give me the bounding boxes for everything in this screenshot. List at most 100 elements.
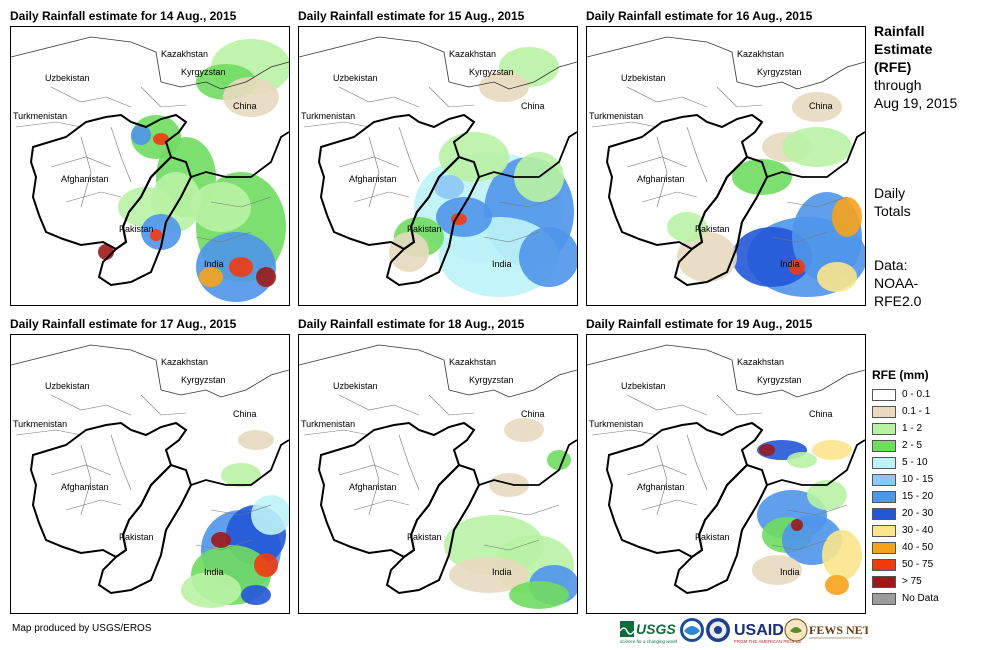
rainfall-cell — [787, 452, 817, 468]
province-boundary — [50, 86, 132, 108]
country-label: Afghanistan — [349, 174, 397, 184]
province-boundary — [50, 156, 112, 168]
country-label: India — [492, 567, 512, 577]
legend-swatch — [872, 541, 896, 554]
rainfall-field — [181, 430, 289, 608]
rainfall-cell — [439, 132, 509, 182]
rainfall-cell — [251, 495, 289, 535]
province-boundary — [368, 136, 380, 208]
province-boundary — [140, 86, 187, 108]
legend-item: 2 - 5 — [872, 437, 980, 454]
pakistan-border — [385, 155, 481, 287]
panel-title: Daily Rainfall estimate for 14 Aug., 201… — [10, 9, 237, 23]
rainfall-cell — [789, 259, 805, 275]
country-border — [11, 344, 162, 391]
pakistan-border — [673, 155, 769, 287]
country-label: Pakistan — [407, 224, 442, 234]
country-label: India — [204, 567, 224, 577]
country-label: Kyrgyzstan — [469, 375, 514, 385]
province-boundary — [626, 156, 688, 168]
map-frame: Kazakhstan Uzbekistan Kyrgyzstan Turkmenist… — [10, 26, 290, 306]
province-boundary — [195, 231, 252, 243]
province-boundary — [771, 231, 828, 243]
country-border — [736, 61, 865, 90]
usaid-wordmark: USAID — [734, 622, 784, 639]
rainfall-field — [444, 418, 577, 609]
map-panel-aug17: Daily Rainfall estimate for 17 Aug., 201… — [10, 314, 290, 614]
province-boundary — [50, 464, 112, 476]
province-boundary — [210, 196, 272, 208]
country-label: China — [809, 409, 833, 419]
note-line: Data: — [874, 257, 908, 273]
province-boundary — [498, 504, 560, 516]
rainfall-cell — [238, 430, 274, 450]
province-boundary — [353, 191, 410, 203]
rainfall-cell — [832, 197, 862, 237]
country-border — [11, 36, 162, 83]
province-boundary — [716, 394, 763, 416]
rainfall-cell — [191, 182, 251, 232]
rainfall-cell — [807, 480, 847, 510]
province-boundary — [80, 136, 92, 208]
province-boundary — [716, 86, 763, 108]
pakistan-border — [97, 155, 193, 287]
note-line: Daily — [874, 185, 906, 201]
legend-label: 30 - 40 — [902, 525, 934, 536]
country-label: India — [780, 567, 800, 577]
country-label: Pakistan — [695, 224, 730, 234]
country-label: Kazakhstan — [737, 49, 784, 59]
title-line: Rainfall — [874, 23, 925, 39]
country-label: Kazakhstan — [449, 357, 496, 367]
rainfall-cell — [150, 229, 162, 241]
country-label: China — [809, 101, 833, 111]
map-frame: Kazakhstan Uzbekistan Kyrgyzstan Turkmenist… — [298, 26, 578, 306]
province-boundary — [338, 156, 400, 168]
country-label: Kazakhstan — [737, 357, 784, 367]
legend-label: 50 - 75 — [902, 559, 934, 570]
province-boundary — [641, 191, 698, 203]
rainfall-cell — [131, 125, 151, 145]
rainfall-cell — [211, 532, 231, 548]
legend-item: 20 - 30 — [872, 505, 980, 522]
rainfall-cell — [221, 463, 261, 487]
province-boundary — [498, 196, 560, 208]
legend-label: 40 - 50 — [902, 542, 934, 553]
map-panel-aug18: Daily Rainfall estimate for 18 Aug., 201… — [298, 314, 578, 614]
legend-item: 5 - 10 — [872, 454, 980, 471]
province-boundary — [626, 86, 708, 108]
province-boundary — [303, 429, 370, 436]
usaid-tagline: FROM THE AMERICAN PEOPLE — [734, 639, 801, 644]
country-label: India — [492, 259, 512, 269]
country-label: Afghanistan — [637, 174, 685, 184]
rainfall-cell — [825, 575, 849, 595]
legend-item: 50 - 75 — [872, 556, 980, 573]
rainfall-cell — [449, 557, 529, 593]
province-boundary — [786, 504, 848, 516]
rainfall-cell — [817, 262, 857, 292]
product-title: Rainfall Estimate (RFE) — [874, 22, 979, 76]
country-label: Uzbekistan — [621, 73, 666, 83]
rainfall-cell — [181, 572, 241, 608]
province-boundary — [65, 191, 122, 203]
country-label: India — [204, 259, 224, 269]
country-label: Afghanistan — [637, 482, 685, 492]
province-boundary — [771, 539, 828, 551]
rainfall-cell — [229, 257, 253, 277]
legend-label: 0.1 - 1 — [902, 406, 931, 417]
legend-swatch — [872, 490, 896, 503]
legend-item: No Data — [872, 590, 980, 607]
rainfall-cell — [504, 418, 544, 442]
province-boundary — [626, 464, 688, 476]
province-boundary — [626, 394, 708, 416]
province-boundary — [140, 394, 187, 416]
country-label: Uzbekistan — [333, 73, 378, 83]
country-label: Afghanistan — [349, 482, 397, 492]
legend-title: RFE (mm) — [872, 368, 929, 382]
country-label: Pakistan — [695, 532, 730, 542]
legend-item: 0.1 - 1 — [872, 403, 980, 420]
pakistan-border — [97, 463, 193, 595]
country-label: Uzbekistan — [333, 381, 378, 391]
noaa-logo — [680, 618, 704, 642]
note-line: Totals — [874, 203, 911, 219]
legend-swatch — [872, 439, 896, 452]
